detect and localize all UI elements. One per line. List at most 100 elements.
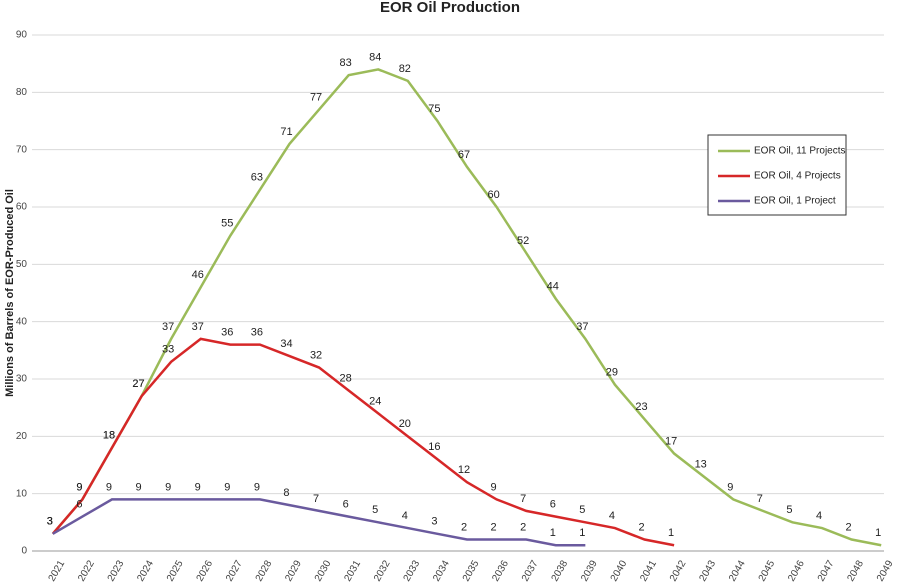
data-label: 24 [369,395,381,407]
data-label: 1 [579,527,585,539]
x-tick-label: 2024 [135,558,156,582]
data-label: 4 [402,510,408,522]
data-label: 2 [638,521,644,533]
data-label: 3 [47,516,53,528]
x-tick-label: 2037 [520,558,541,582]
data-label: 67 [458,149,470,161]
data-label: 2 [461,521,467,533]
data-label: 2 [846,521,852,533]
x-tick-label: 2026 [195,558,216,582]
x-tick-label: 2022 [76,558,97,582]
x-tick-label: 2034 [431,558,452,582]
data-label: 34 [280,338,292,350]
x-tick-label: 2042 [668,558,689,582]
data-label: 16 [428,441,440,453]
data-label: 36 [221,327,233,339]
y-tick-label: 70 [16,144,28,155]
data-label: 9 [224,481,230,493]
data-label: 36 [251,327,263,339]
data-label: 1 [668,527,674,539]
x-tick-label: 2040 [609,558,630,582]
x-tick-label: 2038 [550,558,571,582]
data-label: 9 [76,481,82,493]
data-label: 7 [520,493,526,505]
x-tick-label: 2041 [638,558,659,582]
data-label: 9 [254,481,260,493]
y-tick-label: 30 [16,374,28,385]
x-tick-label: 2023 [106,558,127,582]
data-label: 52 [517,235,529,247]
data-label: 33 [162,344,174,356]
data-label: 37 [162,321,174,333]
legend-label: EOR Oil, 4 Projects [754,171,841,182]
data-label: 44 [547,281,559,293]
x-tick-label: 2027 [224,558,245,582]
data-label: 37 [192,321,204,333]
y-tick-label: 50 [16,259,28,270]
data-label: 46 [192,269,204,281]
data-label: 77 [310,91,322,103]
data-label: 3 [431,516,437,528]
x-tick-label: 2049 [875,558,896,582]
y-tick-label: 90 [16,30,28,41]
data-label: 9 [491,481,497,493]
data-label: 37 [576,321,588,333]
series-line [51,68,882,547]
legend-label: EOR Oil, 1 Project [754,196,836,207]
data-label: 3 [47,516,53,528]
y-tick-label: 80 [16,87,28,98]
data-label: 5 [786,504,792,516]
x-tick-label: 2043 [697,558,718,582]
x-tick-label: 2029 [283,558,304,582]
series-line [52,498,586,547]
y-tick-label: 20 [16,431,28,442]
data-label: 9 [135,481,141,493]
x-tick-label: 2028 [254,558,275,582]
x-tick-label: 2025 [165,558,186,582]
x-tick-label: 2032 [372,558,393,582]
data-label: 28 [340,372,352,384]
data-label: 2 [520,521,526,533]
y-tick-label: 60 [16,202,28,213]
chart-title: EOR Oil Production [380,0,520,16]
data-label: 9 [165,481,171,493]
data-label: 18 [103,430,115,442]
data-label: 60 [487,189,499,201]
data-label: 18 [103,430,115,442]
y-tick-label: 10 [16,488,28,499]
legend-label: EOR Oil, 11 Projects [754,146,846,157]
data-label: 5 [579,504,585,516]
x-tick-label: 2046 [786,558,807,582]
data-label: 6 [550,499,556,511]
y-axis-label: Millions of Barrels of EOR-Produced Oil [4,189,16,397]
x-tick-label: 2036 [490,558,511,582]
data-label: 4 [816,510,822,522]
x-tick-label: 2033 [402,558,423,582]
x-tick-label: 2047 [816,558,837,582]
data-label: 32 [310,349,322,361]
data-label: 9 [195,481,201,493]
series-line [51,337,675,547]
data-label: 9 [106,481,112,493]
data-label: 27 [132,378,144,390]
x-tick-label: 2045 [757,558,778,582]
x-tick-label: 2030 [313,558,334,582]
data-label: 4 [609,510,615,522]
data-label: 82 [399,63,411,75]
x-tick-label: 2039 [579,558,600,582]
data-label: 75 [428,103,440,115]
data-label: 17 [665,435,677,447]
data-label: 63 [251,172,263,184]
y-tick-label: 0 [21,546,27,557]
data-label: 3 [47,516,53,528]
data-label: 55 [221,218,233,230]
data-label: 6 [76,499,82,511]
data-label: 7 [313,493,319,505]
x-tick-label: 2044 [727,558,748,582]
x-tick-label: 2048 [845,558,866,582]
data-label: 6 [343,499,349,511]
data-label: 9 [727,481,733,493]
data-label: 83 [340,57,352,69]
data-label: 7 [757,493,763,505]
